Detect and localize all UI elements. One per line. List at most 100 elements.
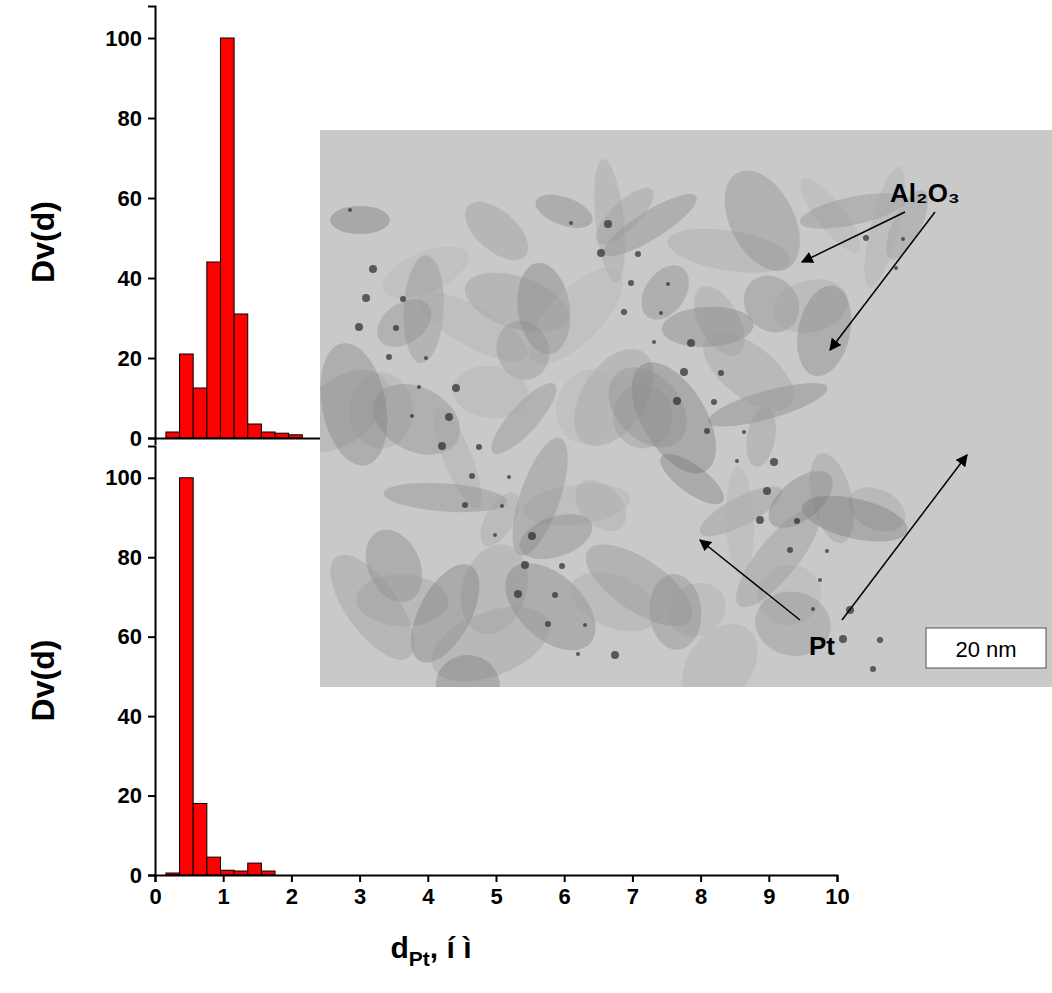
x-tick-mark bbox=[837, 875, 839, 882]
bars bbox=[166, 478, 275, 875]
tem-particle bbox=[704, 428, 710, 434]
y-tick-label: 100 bbox=[105, 465, 142, 490]
x-tick-label: 1 bbox=[218, 884, 230, 909]
y-tick-mark bbox=[148, 795, 155, 797]
tem-particle bbox=[818, 578, 822, 582]
tem-grain bbox=[690, 318, 807, 425]
bar bbox=[180, 478, 194, 875]
scale-bar-box bbox=[926, 628, 1046, 668]
x-tick: 9 bbox=[763, 875, 775, 909]
x-tick-label: 4 bbox=[422, 884, 435, 909]
x-axis: 012345678910 bbox=[149, 875, 849, 909]
x-axis-title: dPt, í ì bbox=[390, 931, 471, 970]
figure: 020406080100Dv(d)01234567891002040608010… bbox=[0, 0, 1052, 993]
tem-grain bbox=[513, 505, 598, 568]
x-tick-mark bbox=[427, 875, 429, 882]
y-axis-title: Dv(d) bbox=[25, 201, 61, 283]
x-tick-label: 10 bbox=[825, 884, 849, 909]
y-tick-label: 40 bbox=[118, 266, 142, 291]
y-axis-line bbox=[148, 447, 156, 876]
x-tick: 8 bbox=[695, 875, 707, 909]
y-axis: 020406080100 bbox=[105, 7, 155, 451]
y-tick-label: 80 bbox=[118, 106, 142, 131]
bar bbox=[220, 38, 234, 438]
y-tick: 80 bbox=[118, 106, 155, 131]
x-tick-mark bbox=[223, 875, 225, 882]
x-tick-label: 5 bbox=[490, 884, 502, 909]
tem-grain bbox=[724, 467, 756, 576]
y-tick-label: 40 bbox=[118, 704, 142, 729]
tem-particle bbox=[870, 666, 876, 672]
tem-particle bbox=[597, 249, 605, 257]
y-tick-label: 0 bbox=[130, 863, 142, 888]
tem-particle bbox=[462, 502, 468, 508]
y-tick: 0 bbox=[130, 863, 155, 888]
tem-grain bbox=[531, 188, 597, 235]
y-tick-mark bbox=[148, 118, 155, 120]
y-tick-label: 80 bbox=[118, 545, 142, 570]
tem-particle bbox=[894, 266, 898, 270]
tem-particle bbox=[901, 237, 905, 241]
tem-particle bbox=[628, 280, 634, 286]
x-tick-mark bbox=[768, 875, 770, 882]
bars bbox=[166, 38, 302, 438]
tem-particle bbox=[424, 356, 428, 360]
tem-particle bbox=[362, 294, 370, 302]
arrow bbox=[802, 212, 905, 262]
y-tick: 60 bbox=[118, 186, 155, 211]
tem-particle bbox=[559, 563, 565, 569]
arrow bbox=[830, 212, 935, 350]
tem-particle bbox=[604, 220, 612, 228]
tem-particle bbox=[659, 311, 663, 315]
x-axis-title-sub: Pt bbox=[409, 947, 430, 970]
y-tick-mark bbox=[148, 557, 155, 559]
tem-grain bbox=[588, 180, 662, 253]
x-axis-title-part: , í ì bbox=[430, 931, 472, 964]
y-tick-mark bbox=[148, 875, 155, 877]
x-tick-label: 6 bbox=[559, 884, 571, 909]
tem-particle bbox=[476, 444, 482, 450]
y-tick: 40 bbox=[118, 266, 155, 291]
tem-particle bbox=[787, 547, 793, 553]
tem-grain bbox=[789, 280, 859, 381]
y-tick-label: 60 bbox=[118, 624, 142, 649]
x-tick: 10 bbox=[825, 875, 849, 909]
x-tick-mark bbox=[564, 875, 566, 882]
bar bbox=[234, 314, 248, 438]
bar bbox=[261, 432, 275, 438]
arrow bbox=[842, 455, 967, 620]
y-tick: 100 bbox=[105, 465, 155, 490]
y-axis-title: Dv(d) bbox=[25, 640, 61, 722]
x-tick: 7 bbox=[627, 875, 639, 909]
y-tick: 60 bbox=[118, 624, 155, 649]
tem-grain bbox=[667, 609, 773, 687]
y-tick-mark bbox=[148, 358, 155, 360]
tem-particle bbox=[417, 385, 421, 389]
bar bbox=[220, 870, 234, 875]
tem-image: Al₂O₃Pt20 nm bbox=[279, 130, 1052, 721]
scale-bar-label: 20 nm bbox=[955, 637, 1016, 662]
tem-particle bbox=[500, 504, 504, 508]
tem-texture bbox=[320, 157, 936, 687]
tem-particle bbox=[652, 340, 656, 344]
x-tick-label: 8 bbox=[695, 884, 707, 909]
y-tick-mark bbox=[148, 716, 155, 718]
tem-particle bbox=[863, 235, 869, 241]
arrow bbox=[700, 540, 800, 620]
tem-particle bbox=[680, 368, 688, 376]
y-tick: 20 bbox=[118, 346, 155, 371]
tem-grain bbox=[320, 542, 430, 673]
x-tick-label: 7 bbox=[627, 884, 639, 909]
y-tick-mark bbox=[148, 636, 155, 638]
x-tick-mark bbox=[291, 875, 293, 882]
y-tick-label: 100 bbox=[105, 26, 142, 51]
bar bbox=[261, 871, 275, 875]
x-tick-label: 2 bbox=[286, 884, 298, 909]
x-axis-title-part: d bbox=[390, 931, 408, 964]
x-tick: 5 bbox=[490, 875, 502, 909]
y-axis-line bbox=[148, 7, 156, 439]
tem-particle bbox=[469, 473, 475, 479]
y-tick: 40 bbox=[118, 704, 155, 729]
tem-particle bbox=[507, 475, 511, 479]
tem-grain bbox=[330, 206, 390, 234]
